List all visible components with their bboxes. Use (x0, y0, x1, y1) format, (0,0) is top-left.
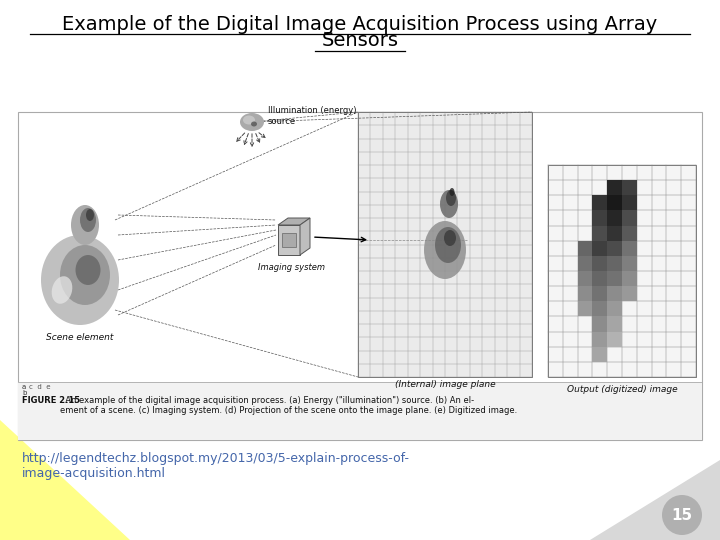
FancyBboxPatch shape (18, 382, 702, 440)
FancyBboxPatch shape (593, 241, 607, 256)
Ellipse shape (71, 205, 99, 245)
Polygon shape (278, 218, 310, 225)
Ellipse shape (440, 190, 458, 218)
FancyBboxPatch shape (593, 271, 607, 286)
Text: Sensors: Sensors (322, 31, 398, 51)
Ellipse shape (435, 227, 461, 263)
FancyBboxPatch shape (593, 286, 607, 301)
FancyBboxPatch shape (607, 211, 622, 226)
FancyBboxPatch shape (593, 332, 607, 347)
Text: An example of the digital image acquisition process. (a) Energy ("illumination"): An example of the digital image acquisit… (60, 396, 517, 415)
Text: c  d  e: c d e (29, 384, 50, 390)
Text: Example of the Digital Image Acquisition Process using Array: Example of the Digital Image Acquisition… (63, 15, 657, 33)
Ellipse shape (251, 122, 257, 126)
FancyBboxPatch shape (622, 226, 636, 241)
FancyBboxPatch shape (607, 271, 622, 286)
FancyBboxPatch shape (18, 112, 702, 440)
FancyBboxPatch shape (577, 271, 593, 286)
FancyBboxPatch shape (577, 301, 593, 316)
Polygon shape (590, 460, 720, 540)
FancyBboxPatch shape (548, 165, 696, 377)
FancyBboxPatch shape (607, 301, 622, 316)
FancyBboxPatch shape (607, 316, 622, 332)
Text: Imaging system: Imaging system (258, 263, 325, 272)
FancyBboxPatch shape (593, 347, 607, 362)
Text: a: a (22, 384, 26, 390)
Ellipse shape (41, 235, 119, 325)
FancyBboxPatch shape (593, 195, 607, 211)
FancyBboxPatch shape (593, 316, 607, 332)
Text: 15: 15 (672, 508, 693, 523)
Ellipse shape (446, 190, 456, 206)
Ellipse shape (243, 116, 255, 125)
FancyBboxPatch shape (607, 256, 622, 271)
FancyBboxPatch shape (607, 226, 622, 241)
FancyBboxPatch shape (622, 271, 636, 286)
FancyBboxPatch shape (622, 211, 636, 226)
FancyBboxPatch shape (622, 195, 636, 211)
Ellipse shape (444, 230, 456, 246)
Text: http://legendtechz.blogspot.my/2013/03/5-explain-process-of-
image-acquisition.h: http://legendtechz.blogspot.my/2013/03/5… (22, 452, 410, 480)
FancyBboxPatch shape (593, 211, 607, 226)
FancyBboxPatch shape (622, 241, 636, 256)
Text: FIGURE 2.15: FIGURE 2.15 (22, 396, 80, 405)
FancyBboxPatch shape (622, 286, 636, 301)
Ellipse shape (52, 276, 72, 304)
FancyBboxPatch shape (278, 225, 300, 255)
FancyBboxPatch shape (622, 180, 636, 195)
Text: Illumination (energy)
source: Illumination (energy) source (268, 106, 356, 126)
FancyBboxPatch shape (607, 241, 622, 256)
Circle shape (662, 495, 702, 535)
FancyBboxPatch shape (622, 256, 636, 271)
FancyBboxPatch shape (593, 226, 607, 241)
Ellipse shape (76, 255, 101, 285)
Polygon shape (0, 420, 130, 540)
FancyBboxPatch shape (577, 256, 593, 271)
Ellipse shape (86, 209, 94, 221)
FancyBboxPatch shape (607, 180, 622, 195)
Ellipse shape (449, 188, 454, 196)
Ellipse shape (60, 245, 110, 305)
FancyBboxPatch shape (593, 301, 607, 316)
FancyBboxPatch shape (282, 233, 296, 247)
FancyBboxPatch shape (607, 286, 622, 301)
Text: b: b (22, 390, 27, 396)
Text: (Internal) image plane: (Internal) image plane (395, 380, 495, 389)
Polygon shape (300, 218, 310, 255)
FancyBboxPatch shape (607, 332, 622, 347)
Polygon shape (358, 112, 532, 377)
FancyBboxPatch shape (593, 256, 607, 271)
Text: Scene element: Scene element (46, 333, 114, 342)
FancyBboxPatch shape (577, 286, 593, 301)
Text: Output (digitized) image: Output (digitized) image (567, 385, 678, 394)
FancyBboxPatch shape (577, 241, 593, 256)
Ellipse shape (80, 208, 96, 232)
Ellipse shape (424, 221, 466, 279)
Ellipse shape (240, 113, 264, 131)
FancyBboxPatch shape (607, 195, 622, 211)
